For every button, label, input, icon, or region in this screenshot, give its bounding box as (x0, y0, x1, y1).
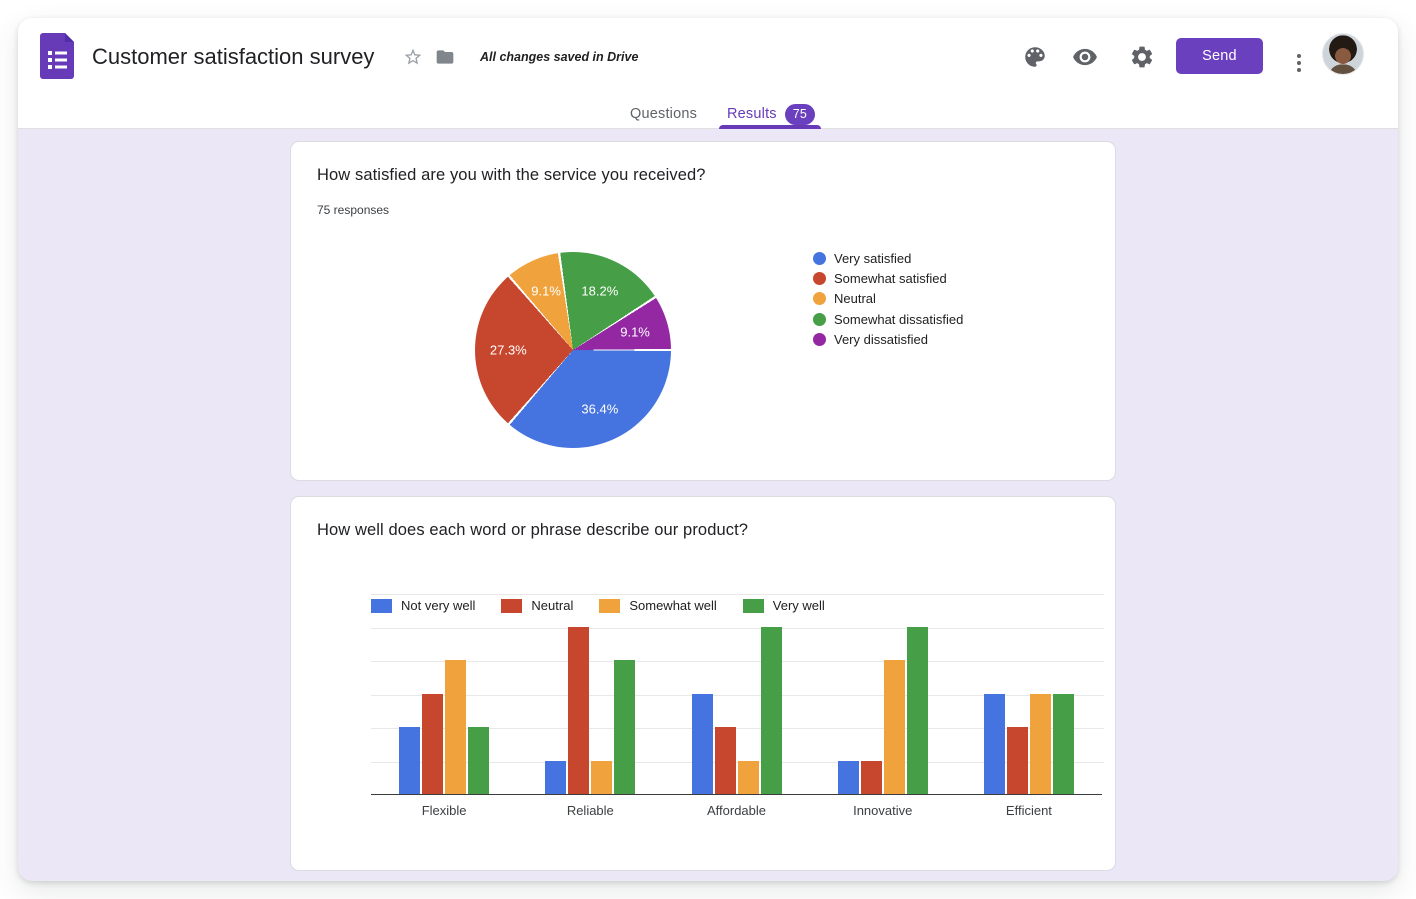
legend-swatch (371, 598, 392, 613)
legend-swatch (742, 598, 764, 613)
question-card-product-words: How well does each word or phrase descri… (290, 496, 1116, 871)
settings-gear-icon[interactable] (1129, 44, 1155, 70)
active-tab-indicator (719, 125, 821, 129)
x-axis-label-innovative: Innovative (853, 803, 913, 818)
bar-affordable-not-very-well (691, 693, 713, 794)
gridline (371, 661, 1104, 662)
bar-efficient-very-well (1052, 693, 1074, 794)
legend-item-somewhat-satisfied: Somewhat satisfied (813, 268, 963, 288)
legend-label: Very satisfied (834, 250, 912, 266)
legend-swatch (813, 292, 826, 306)
legend-label: Somewhat dissatisfied (834, 311, 964, 327)
bar-reliable-neutral (568, 626, 590, 794)
bar-innovative-very-well (906, 626, 928, 794)
gridline (371, 694, 1104, 696)
tab-questions-label: Questions (630, 106, 698, 122)
save-status-text: All changes saved in Drive (480, 50, 639, 64)
legend-label: Very well (772, 598, 825, 613)
form-title[interactable]: Customer satisfaction survey (92, 44, 375, 69)
app-header: Customer satisfaction survey All changes… (18, 18, 1398, 129)
bar-reliable-not-very-well (545, 760, 567, 794)
forms-app-window: Customer satisfaction survey All changes… (18, 18, 1398, 881)
legend-item-not-very-well: Not very well (371, 598, 475, 613)
bar-group-efficient (956, 594, 1102, 794)
bar-chart-x-axis: Flexible Reliable Affordable Innovative Effi… (371, 803, 1102, 818)
gridline (371, 728, 1104, 729)
bar-innovative-somewhat-well (883, 660, 905, 794)
gridline (371, 627, 1104, 629)
bar-reliable-very-well (614, 660, 636, 794)
x-axis-label-efficient: Efficient (1005, 803, 1052, 818)
bar-group-affordable (663, 594, 809, 794)
bar-groups (371, 594, 1102, 794)
question-title: How satisfied are you with the service y… (317, 166, 706, 184)
forms-logo-icon[interactable] (40, 33, 74, 79)
legend-label: Very dissatisfied (834, 332, 928, 348)
bar-innovative-neutral (860, 760, 882, 794)
legend-item-somewhat-dissatisfied: Somewhat dissatisfied (813, 309, 963, 329)
legend-label: Somewhat satisfied (834, 271, 947, 287)
bar-group-flexible (371, 594, 517, 794)
bar-flexible-not-very-well (399, 727, 421, 794)
bar-efficient-neutral (1006, 727, 1028, 794)
legend-item-somewhat-well: Somewhat well (599, 598, 717, 613)
x-axis-label-flexible: Flexible (421, 803, 467, 818)
pie-chart: 36.4% 27.3% 9.1% 18.2% 9.1% (475, 252, 671, 448)
bar-group-reliable (517, 594, 663, 794)
bar-efficient-somewhat-well (1029, 693, 1051, 794)
more-vertical-icon[interactable] (1287, 51, 1311, 75)
legend-item-very-well: Very well (742, 598, 825, 613)
pie-slice-label-somewhat-satisfied: 27.3% (489, 342, 527, 358)
bar-group-innovative (810, 594, 956, 794)
x-axis-label-affordable: Affordable (706, 803, 767, 818)
bar-innovative-not-very-well (837, 760, 859, 794)
legend-item-neutral: Neutral (813, 289, 963, 309)
bar-flexible-somewhat-well (445, 660, 467, 794)
tab-questions[interactable]: Questions (630, 102, 697, 126)
star-icon[interactable] (403, 47, 423, 67)
bar-chart-legend: Not very well Neutral Somewhat well Very we… (371, 598, 825, 613)
move-folder-icon[interactable] (435, 47, 455, 67)
question-title: How well does each word or phrase descri… (317, 521, 749, 539)
legend-swatch (813, 312, 826, 326)
bar-flexible-neutral (422, 693, 444, 794)
user-avatar[interactable] (1322, 33, 1364, 75)
responses-count: 75 responses (317, 203, 390, 217)
legend-swatch (813, 272, 826, 286)
legend-label: Somewhat well (629, 598, 717, 613)
legend-swatch (813, 251, 826, 265)
results-count-badge: 75 (784, 103, 816, 125)
bar-affordable-very-well (760, 626, 782, 794)
pie-slice-label-somewhat-dissatisfied: 18.2% (581, 283, 619, 299)
legend-item-very-dissatisfied: Very dissatisfied (813, 330, 963, 350)
legend-swatch (501, 598, 523, 613)
legend-item-very-satisfied: Very satisfied (813, 248, 963, 268)
preview-eye-icon[interactable] (1072, 44, 1098, 70)
pie-slice-label-neutral: 9.1% (531, 283, 561, 299)
send-button[interactable]: Send (1176, 38, 1263, 74)
legend-label: Neutral (834, 291, 876, 307)
bar-reliable-somewhat-well (591, 760, 613, 794)
x-axis-label-reliable: Reliable (566, 803, 614, 818)
bar-flexible-very-well (468, 727, 490, 794)
legend-label: Neutral (531, 598, 574, 613)
pie-chart-legend: Very satisfied Somewhat satisfied Neutral S… (813, 248, 963, 350)
bar-affordable-neutral (714, 727, 736, 794)
tab-results-label: Results (727, 106, 777, 122)
bar-chart-plot-area (371, 594, 1104, 795)
legend-swatch (599, 598, 621, 613)
legend-swatch (813, 333, 826, 347)
pie-slice-label-very-dissatisfied: 9.1% (620, 324, 650, 340)
legend-item-neutral: Neutral (501, 598, 573, 613)
bar-affordable-somewhat-well (737, 760, 759, 794)
pie-slice-label-very-satisfied: 36.4% (581, 401, 619, 417)
bar-efficient-not-very-well (983, 693, 1005, 794)
gridline (371, 594, 1104, 595)
tab-results[interactable]: Results 75 (727, 102, 816, 126)
theme-palette-icon[interactable] (1022, 44, 1048, 70)
legend-label: Not very well (401, 598, 476, 613)
question-card-satisfaction: How satisfied are you with the service y… (290, 141, 1116, 481)
